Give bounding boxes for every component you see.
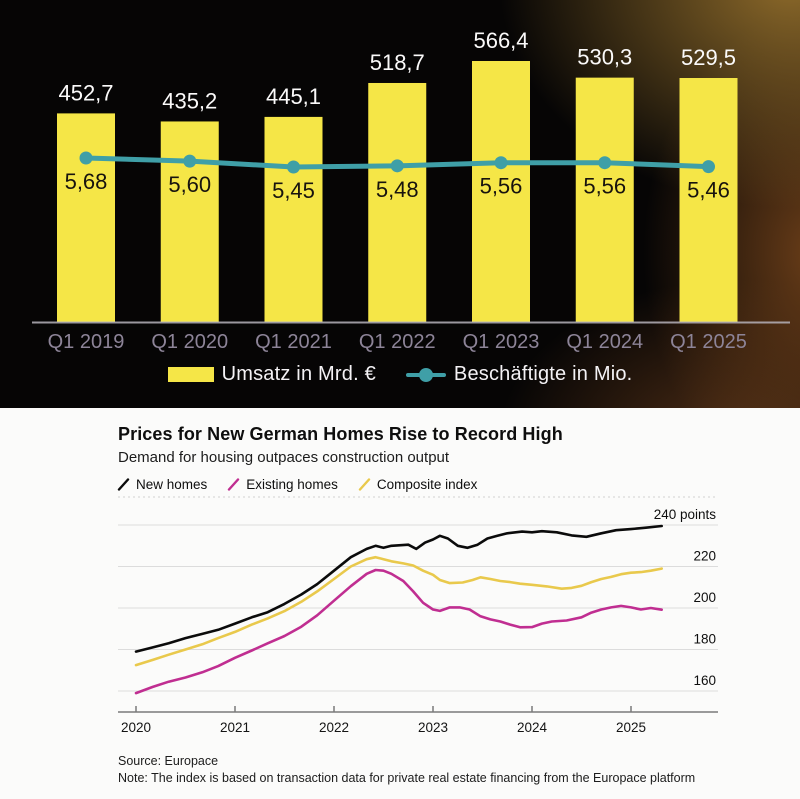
line-value-label: 5,46	[687, 178, 730, 203]
line-value-label: 5,48	[376, 177, 419, 202]
bar-value-label: 435,2	[162, 88, 217, 113]
line-point	[79, 151, 93, 165]
legend-item-beschaeftigte: Beschäftigte in Mio.	[405, 363, 633, 386]
bar	[575, 77, 634, 322]
legend-item-umsatz: Umsatz in Mrd. €	[167, 363, 376, 386]
bar-value-label: 530,3	[577, 45, 632, 70]
line-value-label: 5,56	[480, 174, 523, 199]
bar	[264, 116, 323, 322]
note-text: Note: The index is based on transaction …	[118, 771, 696, 785]
line-chart: 240 points 220 200 180 160 2020 2021 2022 2023 20…	[118, 496, 718, 735]
revenue-employees-chart-panel: 452,7 435,2 445,1 518,7 566,4 530,3 529,5 Q1 20…	[0, 0, 800, 408]
line-value-label: 5,56	[583, 174, 626, 199]
top-chart-legend: Umsatz in Mrd. € Beschäftigte in Mio.	[0, 363, 800, 386]
line-point	[702, 160, 715, 174]
line-swatch-icon	[405, 367, 446, 382]
x-axis-label: Q1 2022	[359, 331, 436, 353]
home-prices-chart-panel: Prices for New German Homes Rise to Reco…	[0, 408, 800, 799]
bar-value-label: 529,5	[681, 45, 736, 70]
slash-icon	[228, 478, 240, 491]
bar-value-label: 566,4	[473, 28, 528, 53]
line-point	[287, 160, 300, 174]
bar	[679, 78, 738, 322]
series-line-existing-homes	[134, 568, 664, 695]
x-axis-label: Q1 2024	[566, 331, 643, 353]
bar	[57, 113, 115, 322]
line-point	[390, 159, 404, 173]
bottom-chart-legend: New homes Existing homes Composite index	[117, 477, 477, 492]
line-swatch-dot	[418, 367, 433, 382]
series-line-composite-index	[134, 555, 664, 667]
x-axis-label: Q1 2023	[463, 331, 540, 353]
source-text: Source: Europace	[118, 754, 219, 768]
bar	[368, 82, 427, 322]
x-axis-label: Q1 2021	[255, 331, 332, 353]
y-axis-label: 220	[693, 549, 716, 564]
slash-icon	[358, 478, 371, 491]
legend-label: Existing homes	[246, 477, 338, 492]
x-axis-label: 2023	[418, 720, 448, 735]
legend-label-beschaeftigte: Beschäftigte in Mio.	[453, 363, 633, 385]
line-point	[598, 156, 612, 170]
line-value-label: 5,60	[168, 172, 211, 197]
y-axis-label: 200	[693, 590, 716, 605]
legend-label: Composite index	[376, 477, 478, 492]
y-axis-label: 240 points	[654, 507, 717, 522]
x-axis-label: 2025	[616, 720, 646, 735]
chart-subtitle: Demand for housing outpaces construction…	[118, 449, 450, 466]
bar-value-label: 452,7	[58, 80, 113, 105]
line-point	[183, 154, 197, 168]
line-value-label: 5,45	[272, 178, 315, 203]
x-axis-label: 2022	[319, 720, 349, 735]
y-axis-label: 160	[693, 673, 716, 688]
legend-item-new-homes: New homes	[117, 477, 207, 492]
line-point	[494, 156, 508, 170]
x-axis-label: Q1 2020	[151, 331, 228, 353]
x-axis-label: 2021	[220, 720, 250, 735]
chart-title: Prices for New German Homes Rise to Reco…	[118, 424, 563, 444]
legend-item-existing-homes: Existing homes	[227, 477, 338, 492]
legend-label-umsatz: Umsatz in Mrd. €	[221, 363, 376, 385]
x-axis-label: Q1 2025	[670, 331, 747, 353]
y-axis-label: 180	[693, 632, 716, 647]
slash-icon	[117, 478, 130, 491]
bar-swatch-icon	[167, 367, 214, 382]
bar-value-label: 445,1	[266, 84, 321, 109]
bar	[472, 61, 530, 322]
bar-value-label: 518,7	[370, 50, 425, 75]
x-axis-label: 2020	[121, 720, 151, 735]
x-axis-label: Q1 2019	[48, 331, 125, 353]
bar-line-chart: 452,7 435,2 445,1 518,7 566,4 530,3 529,5 Q1 20…	[32, 28, 790, 353]
legend-label: New homes	[136, 477, 208, 492]
line-value-label: 5,68	[65, 169, 108, 194]
series-line-new-homes	[134, 524, 664, 653]
x-axis-label: 2024	[517, 720, 548, 735]
bar	[160, 121, 219, 322]
legend-item-composite-index: Composite index	[358, 477, 478, 492]
